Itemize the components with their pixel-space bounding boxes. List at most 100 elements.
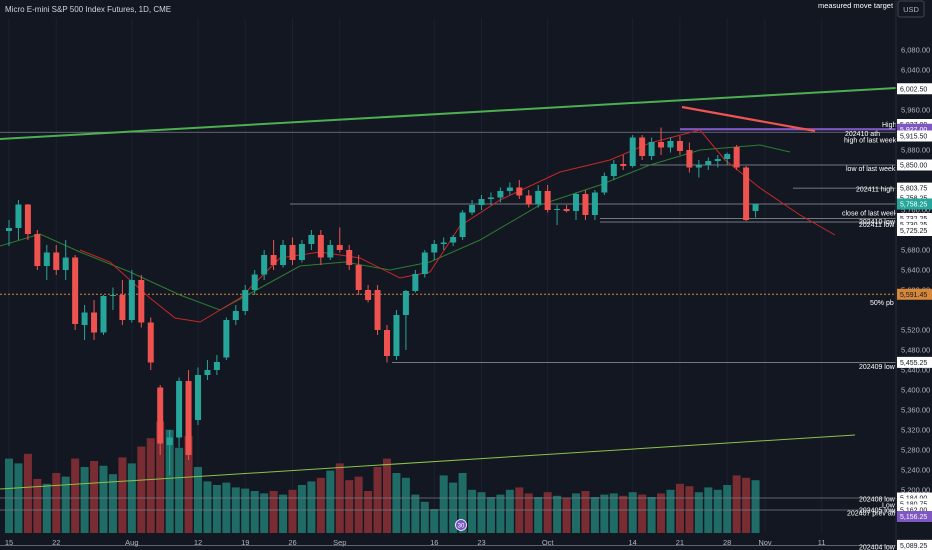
- candle-body: [497, 191, 504, 198]
- level-label: close of last week: [842, 211, 898, 218]
- volume-bar: [194, 467, 202, 533]
- volume-bar: [137, 446, 146, 533]
- x-tick-label: 15: [5, 538, 13, 547]
- candle-body: [724, 154, 731, 159]
- y-tick-label: 5,680.00: [901, 246, 930, 255]
- candle-body: [336, 245, 343, 250]
- y-tick-label: 5,760.00: [901, 206, 930, 215]
- time-axis[interactable]: 15 22 Aug 12 19 26 Sep 16 23 Oct 14 21 28 Nov 11: [5, 538, 826, 547]
- x-tick-label: 16: [430, 538, 438, 547]
- level-label: 202404 low: [859, 545, 896, 550]
- candle-body: [346, 250, 353, 265]
- price-tag: [897, 288, 932, 300]
- candle-body: [743, 167, 750, 220]
- volume-bar: [61, 476, 70, 533]
- volume-bar: [742, 477, 751, 533]
- candle-body: [582, 194, 589, 215]
- volume-bar: [732, 475, 741, 533]
- level-label: 202411 high: [856, 187, 894, 194]
- volume-bar: [723, 485, 732, 533]
- candle-body: [544, 191, 551, 210]
- volume-bar: [326, 470, 335, 533]
- x-tick-label: Oct: [542, 538, 555, 547]
- volume-bar: [90, 461, 99, 533]
- x-tick-label: 14: [629, 538, 637, 547]
- price-tag-label: 5,725.25: [900, 228, 927, 235]
- volume-bar: [146, 438, 155, 533]
- x-tick-label: 23: [477, 538, 485, 547]
- price-tag: [897, 511, 932, 522]
- candle-body: [6, 228, 12, 231]
- level-label: high of last week: [844, 138, 897, 145]
- price-tag: [897, 198, 932, 210]
- volume-bar: [543, 492, 552, 533]
- volume-bar: [5, 458, 13, 533]
- volume-bar: [269, 491, 278, 533]
- ma-green-line: [0, 144, 791, 311]
- volume-bar: [657, 493, 666, 533]
- candle-body: [62, 257, 69, 270]
- y-tick-label: 5,880.00: [901, 146, 930, 155]
- candle-body: [554, 209, 561, 210]
- candle-body: [535, 191, 542, 205]
- x-tick-label: Aug: [125, 538, 138, 547]
- price-tag-label: 5,915.50: [900, 134, 927, 141]
- y-tick-label: 5,360.00: [901, 406, 930, 415]
- candle-body: [459, 212, 466, 237]
- candle-body: [251, 274, 258, 290]
- volume-bar: [401, 477, 410, 533]
- candle-body: [43, 252, 50, 266]
- candle-body: [308, 235, 315, 244]
- y-tick-label: 5,960.00: [901, 106, 930, 115]
- volume-bar: [534, 497, 543, 533]
- volume-bar: [288, 489, 297, 533]
- y-tick-label: 5,440.00: [901, 366, 930, 375]
- candle-body: [81, 312, 88, 325]
- price-axis[interactable]: 6,080.006,040.005,960.005,880.005,800.00…: [895, 0, 932, 550]
- candle-body: [185, 381, 192, 455]
- candle-body: [157, 387, 164, 444]
- price-tag: [897, 219, 932, 230]
- candle-body: [610, 164, 617, 176]
- y-tick-label: 5,200.00: [901, 486, 930, 495]
- volume-bar: [439, 475, 448, 533]
- candle-body: [128, 280, 135, 320]
- x-tick-label: Nov: [758, 538, 772, 547]
- level-label: 50% pb: [870, 300, 894, 307]
- candle-body: [204, 370, 211, 375]
- currency-button[interactable]: USD: [897, 0, 925, 18]
- level-label: High: [882, 122, 897, 129]
- volume-bar: [553, 495, 562, 533]
- volume-bar: [260, 493, 269, 533]
- candle-body: [24, 204, 31, 234]
- candle-body: [440, 242, 447, 244]
- price-tag: [897, 123, 932, 135]
- candle-body: [676, 141, 683, 151]
- volume-bar: [713, 489, 722, 533]
- candle-body: [695, 165, 702, 168]
- y-tick-label: 5,520.00: [901, 326, 930, 335]
- candle-body: [34, 234, 41, 266]
- volume-bar: [42, 483, 51, 533]
- candle-body: [393, 315, 400, 356]
- volume-bar: [23, 453, 32, 533]
- candle-body: [648, 142, 655, 156]
- volume-bar: [316, 477, 325, 533]
- grid: [8, 18, 823, 533]
- volume-bar: [297, 485, 306, 533]
- candle-body: [705, 161, 712, 165]
- candle-body: [620, 164, 627, 166]
- level-label: 202411 low: [859, 222, 895, 229]
- x-tick-label: 22: [52, 538, 60, 547]
- candle-body: [53, 252, 60, 270]
- y-tick-label: 5,240.00: [901, 466, 930, 475]
- y-tick-label: 6,080.00: [901, 46, 930, 55]
- volume-bar: [458, 473, 467, 533]
- candle-body: [280, 245, 287, 265]
- downtrend-line: [681, 105, 816, 133]
- price-tag: [897, 192, 932, 204]
- candle-body: [119, 295, 126, 320]
- candle-body: [384, 330, 390, 356]
- event-marker[interactable]: 30: [455, 519, 467, 531]
